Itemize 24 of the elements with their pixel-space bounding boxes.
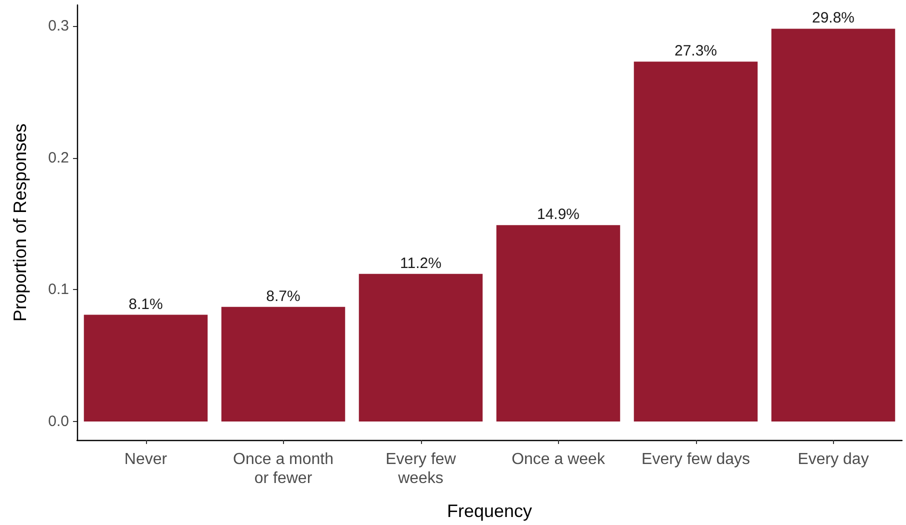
x-tick-label: Every few weeks [386, 451, 456, 487]
data-label: 27.3% [674, 42, 718, 60]
x-tick-label: Every day [798, 451, 869, 468]
data-label: 29.8% [812, 10, 855, 27]
bar [771, 28, 896, 422]
bar [358, 274, 483, 422]
x-tick-label: Once a week [512, 451, 606, 468]
x-tick-label: Every few days [642, 451, 750, 468]
data-label: 8.7% [266, 288, 300, 305]
y-tick-label: 0.3 [48, 18, 69, 35]
y-axis-title: Proportion of Responses [10, 123, 30, 322]
bar [634, 62, 758, 422]
y-tick-label: 0.1 [48, 281, 69, 298]
data-label: 14.9% [536, 206, 580, 224]
y-tick-label: 0.2 [48, 149, 69, 166]
x-tick-label: Never [124, 451, 168, 468]
data-label: 8.1% [128, 296, 163, 313]
bar [496, 225, 620, 422]
bar [221, 306, 346, 422]
y-tick-label: 0.0 [48, 413, 69, 430]
bar [84, 314, 208, 422]
x-axis-title: Frequency [446, 501, 532, 521]
x-tick-label: Once a month or fewer [233, 451, 334, 487]
data-label: 11.2% [400, 254, 442, 272]
